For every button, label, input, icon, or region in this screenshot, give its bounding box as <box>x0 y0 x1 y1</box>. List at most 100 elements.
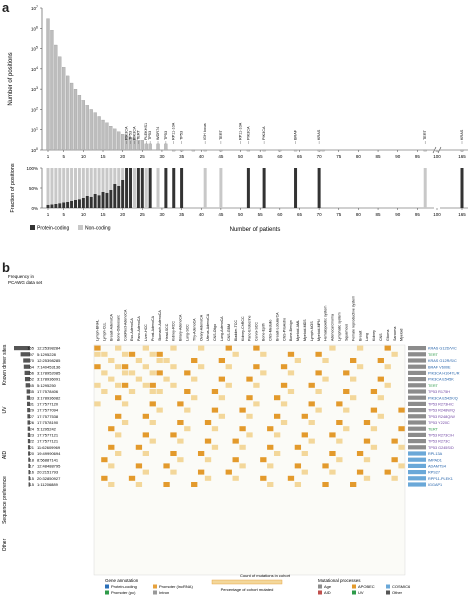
x-tick-label-top: 55 <box>258 154 264 159</box>
process-bar <box>408 377 426 382</box>
heatmap-cell <box>149 389 156 394</box>
non-coding-bar <box>423 168 427 208</box>
process-bar <box>408 451 426 456</box>
heatmap-cell <box>398 463 405 469</box>
protein-coding-bar <box>148 168 152 208</box>
legend-count-title: Count of mutations in cohort <box>240 573 291 578</box>
heatmap-cell <box>391 351 398 357</box>
legend-process-item: UV <box>358 590 364 595</box>
heatmap-cell <box>260 475 267 481</box>
x-tick-label-top: 25 <box>140 154 146 159</box>
heatmap-cell <box>253 345 260 351</box>
frequency-bar <box>28 476 30 481</box>
x-tick-label-top: 30 <box>159 154 165 159</box>
heatmap-cell <box>163 463 170 469</box>
x-tick-label-top: 35 <box>179 154 185 159</box>
heatmap-cell <box>191 482 198 487</box>
column-header: Hematopoietic system <box>324 306 328 341</box>
non-coding-bar <box>77 168 81 200</box>
heatmap-cell <box>197 469 205 475</box>
histogram-bar <box>144 143 148 151</box>
x-tick-label-top: 1 <box>47 154 50 159</box>
column-header: Bone-Osteosarc <box>116 315 120 341</box>
x-tick-label-bottom: 65 <box>297 212 303 217</box>
heatmap-cell <box>232 457 239 463</box>
frequency-bar <box>27 408 30 413</box>
non-coding-bar <box>85 168 89 196</box>
frequency-bar <box>26 395 30 400</box>
heatmap-cell <box>350 395 357 401</box>
row-position: 5:1295228 <box>37 352 57 357</box>
heatmap-cell <box>204 420 212 425</box>
column-header: Stomach-AdenoCA <box>158 310 162 341</box>
heatmap-cell <box>177 420 184 425</box>
frequency-bar <box>20 352 30 357</box>
row-position: 7:140453136 <box>37 364 61 369</box>
column-header: Panc-AdenoCA <box>137 316 141 341</box>
heatmap-cell <box>239 463 246 469</box>
heatmap-cell <box>142 345 149 351</box>
x-tick-label-bottom: 50 <box>238 212 244 217</box>
legend-process-item: Age <box>324 584 332 589</box>
histogram-bar <box>93 112 97 151</box>
x-tick-label-top: 5 <box>62 154 65 159</box>
heatmap-cell <box>384 469 391 475</box>
column-header: Breast-AdenoCA <box>109 313 113 341</box>
row-frequency: 97 <box>30 352 35 357</box>
heatmap-cell <box>253 364 260 370</box>
row-gene-label: TP53 R248W/Q <box>428 409 455 413</box>
heatmap-cell <box>94 364 101 370</box>
column-header: Sarcoma <box>393 327 397 341</box>
row-group-label: Other <box>2 538 8 551</box>
gene-annotation: TP53 <box>129 131 133 140</box>
protein-coding-bar <box>54 204 58 208</box>
heatmap-cell <box>232 475 239 481</box>
x-tick-label-bottom: 35 <box>179 212 185 217</box>
row-gene-label: PIK3CA H1047L/R <box>428 372 460 376</box>
row-gene-label: TP53 G245S/D <box>428 446 454 450</box>
heatmap-cell <box>184 370 191 376</box>
histogram-bar <box>85 105 89 151</box>
gene-annotation: PIK3CA <box>125 126 129 140</box>
heatmap-cell <box>356 451 364 456</box>
heatmap-cell <box>121 420 129 425</box>
x-tick-label-top: 85 <box>376 154 382 159</box>
row-gene-label: TERT <box>428 384 439 388</box>
frequency-bar <box>27 445 30 450</box>
frequency-bar <box>28 451 30 456</box>
non-coding-bar <box>144 168 148 208</box>
heatmap-cell <box>142 451 149 456</box>
column-header: Head-SCC <box>165 323 169 341</box>
heatmap-cell <box>301 432 308 438</box>
histogram-bar <box>77 95 82 151</box>
process-bar <box>408 352 426 357</box>
protein-coding-bar <box>70 200 74 208</box>
heatmap-cell <box>350 482 357 487</box>
frequency-bar <box>27 420 30 425</box>
heatmap-cell <box>294 444 302 450</box>
row-position: 20:32850927 <box>37 476 61 481</box>
legend-label-protein-coding: Protein-coding <box>37 226 69 232</box>
legend-process-item: Other <box>392 590 403 595</box>
heatmap-cell <box>308 401 315 407</box>
histogram-bar <box>164 143 168 151</box>
column-header: Panc-Endocrine <box>248 315 252 341</box>
heatmap-cell <box>149 370 156 376</box>
heatmap-cell <box>287 351 295 357</box>
x-tick-label-top: 60 <box>277 154 283 159</box>
protein-coding-bar <box>172 168 176 208</box>
protein-coding-bar <box>140 168 144 208</box>
x-tick-label-top: 90 <box>395 154 401 159</box>
x-tick-label-bottom: 95 <box>415 212 421 217</box>
heatmap-cell <box>170 469 177 475</box>
histogram-bar <box>113 128 117 151</box>
legend-gradient <box>211 579 283 585</box>
column-header: Adenocarcinoma <box>331 314 335 341</box>
process-bar <box>408 457 426 462</box>
histogram-bar <box>136 140 140 151</box>
x-tick-label-top: 65 <box>297 154 303 159</box>
heatmap-cell <box>253 401 260 407</box>
x-tick-label-bottom: 25 <box>140 212 146 217</box>
x-tick-label-top: 50 <box>238 154 244 159</box>
protein-coding-bar <box>180 168 184 208</box>
